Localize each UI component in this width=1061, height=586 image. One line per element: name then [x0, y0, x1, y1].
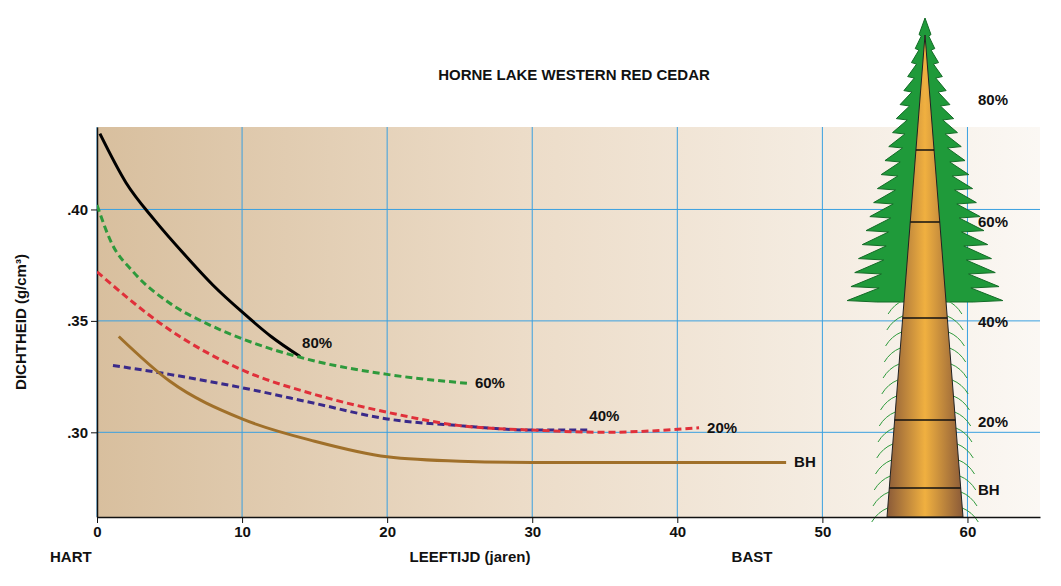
y-tick-label: .30	[67, 424, 88, 441]
series-line	[100, 134, 300, 357]
series-label: 20%	[707, 419, 737, 436]
x-tick: 10	[234, 517, 251, 540]
series-label: 40%	[589, 407, 619, 424]
tree-label: BH	[978, 481, 1000, 498]
x-tick-label: 10	[234, 523, 251, 540]
series-label: 60%	[475, 374, 505, 391]
branch	[873, 492, 889, 506]
branch	[953, 396, 969, 410]
branch	[956, 428, 972, 442]
plot-lines	[97, 134, 786, 463]
y-tick-label: .40	[67, 201, 88, 218]
tree-label: 20%	[978, 413, 1008, 430]
y-tick: .30	[67, 424, 97, 441]
branch	[887, 316, 903, 330]
x-tick: 50	[815, 517, 832, 540]
tree-label: 60%	[978, 213, 1008, 230]
x-tick-label: 40	[669, 523, 686, 540]
height-line	[910, 221, 939, 223]
x-grid-line	[97, 127, 98, 517]
branch	[959, 460, 975, 474]
tree-label: 80%	[978, 91, 1008, 108]
x-grid-line	[387, 127, 388, 517]
y-tick-mark	[91, 432, 97, 433]
x-tick-label: 0	[93, 523, 101, 540]
annotation: BAST	[732, 548, 773, 565]
branch	[948, 332, 964, 346]
y-tick: .40	[67, 201, 97, 218]
branch	[950, 348, 966, 362]
height-line	[889, 487, 960, 489]
trunk	[887, 35, 963, 517]
x-tick: 40	[669, 517, 686, 540]
branch	[961, 492, 977, 506]
branch	[878, 428, 894, 442]
branch	[874, 476, 890, 490]
branch	[962, 508, 978, 522]
x-tick: 20	[379, 517, 396, 540]
branch	[946, 300, 962, 314]
series-line	[97, 205, 467, 383]
y-tick: .35	[67, 312, 97, 329]
branch	[947, 316, 963, 330]
y-axis-line	[97, 128, 99, 518]
series-label: BH	[794, 453, 816, 470]
branch	[877, 444, 893, 458]
branch	[884, 348, 900, 362]
x-tick: 60	[960, 517, 977, 540]
y-tick-mark	[91, 209, 97, 210]
branch	[957, 444, 973, 458]
branch	[960, 476, 976, 490]
branch	[952, 380, 968, 394]
x-tick-label: 30	[524, 523, 541, 540]
x-axis-title: LEEFTIJD (jaren)	[410, 548, 531, 565]
x-axis: 0 10 20 30 40 50 60	[93, 517, 1040, 540]
branch	[875, 460, 891, 474]
y-axis: .30 .35 .40	[67, 128, 97, 518]
series-label: 80%	[302, 334, 332, 351]
branch	[888, 300, 904, 314]
branch	[951, 364, 967, 378]
tree-label: 40%	[978, 313, 1008, 330]
x-axis-line	[98, 517, 1041, 519]
branch	[955, 412, 971, 426]
branch	[881, 396, 897, 410]
y-tick-mark	[91, 321, 97, 322]
x-tick-label: 50	[815, 523, 832, 540]
series-line	[119, 336, 786, 462]
x-grid-line	[242, 127, 243, 517]
series-line	[97, 272, 699, 432]
branch	[883, 364, 899, 378]
height-line	[916, 149, 934, 151]
branch	[886, 332, 902, 346]
x-tick: 30	[524, 517, 541, 540]
x-tick: 0	[93, 517, 101, 540]
x-tick-label: 60	[960, 523, 977, 540]
height-line	[895, 419, 956, 421]
chart-title: HORNE LAKE WESTERN RED CEDAR	[438, 66, 710, 83]
y-tick-label: .35	[67, 312, 88, 329]
annotation: HART	[50, 548, 92, 565]
branch	[882, 380, 898, 394]
x-grid-line	[677, 127, 678, 517]
y-axis-title: DICHTHEID (g/cm³)	[12, 254, 29, 390]
x-grid-line	[822, 127, 823, 517]
y-grid-line	[97, 320, 1040, 321]
x-grid-line	[532, 127, 533, 517]
chart: 80% 60% 40% 20% BH 0 10 20 30 40 50 60 .30 .35 .40 80% 6…	[0, 0, 1061, 586]
series-line	[113, 365, 587, 430]
branch	[872, 508, 888, 522]
height-line	[903, 317, 948, 319]
branch	[879, 412, 895, 426]
x-tick-label: 20	[379, 523, 396, 540]
